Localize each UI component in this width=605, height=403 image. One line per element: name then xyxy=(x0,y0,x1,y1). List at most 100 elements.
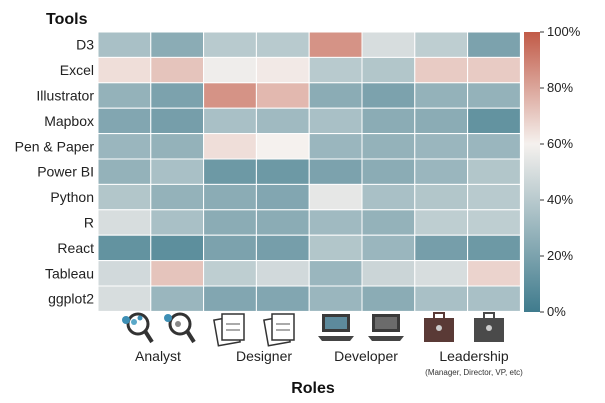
heatmap-cell xyxy=(255,133,310,160)
heatmap-cell xyxy=(255,31,310,58)
heatmap-cell xyxy=(414,234,469,262)
row-label: R xyxy=(84,215,94,231)
heatmap-cell xyxy=(308,209,363,236)
heatmap-cell xyxy=(467,260,521,287)
heatmap-cell xyxy=(203,107,257,135)
heatmap-cell xyxy=(150,56,205,84)
row-label: Tableau xyxy=(45,265,94,281)
heatmap-cell xyxy=(414,56,469,84)
heatmap-cell xyxy=(255,209,310,236)
heatmap-cell xyxy=(203,133,257,160)
role-label: Developer xyxy=(334,348,398,364)
x-axis-title: Roles xyxy=(291,380,335,397)
heatmap-cell xyxy=(150,133,205,160)
heatmap-cell xyxy=(203,31,257,58)
notepad-icon xyxy=(263,313,295,347)
heatmap-cell xyxy=(414,107,469,135)
heatmap-cell xyxy=(467,158,521,185)
heatmap-cell xyxy=(308,183,363,211)
heatmap-cell xyxy=(361,158,416,185)
heatmap-cell xyxy=(203,82,257,109)
colorbar-tick-label: 20% xyxy=(547,248,573,263)
magnifier-icon xyxy=(122,312,154,344)
heatmap-cell xyxy=(414,260,469,287)
heatmap-cell xyxy=(97,133,152,160)
heatmap-cell xyxy=(97,285,152,312)
heatmap-cell xyxy=(255,234,310,262)
heatmap-cell xyxy=(97,209,152,236)
heatmap-cell xyxy=(467,107,521,135)
heatmap-cell xyxy=(308,82,363,109)
heatmap-cell xyxy=(308,285,363,312)
role-label: Analyst xyxy=(135,348,181,364)
heatmap-cell xyxy=(203,158,257,185)
row-label: Power BI xyxy=(37,164,94,180)
colorbar-ticks: 0% 20% 40% 60% 80% 100% xyxy=(540,24,581,319)
row-label: ggplot2 xyxy=(48,291,94,307)
colorbar-tick-label: 80% xyxy=(547,80,573,95)
colorbar-tick-label: 40% xyxy=(547,192,573,207)
heatmap-cell xyxy=(361,260,416,287)
heatmap-cell xyxy=(97,31,152,58)
heatmap-cell xyxy=(467,183,521,211)
heatmap-cell xyxy=(414,82,469,109)
heatmap-cell xyxy=(255,285,310,312)
heatmap-cells xyxy=(97,31,521,312)
heatmap-cell xyxy=(203,183,257,211)
heatmap-cell xyxy=(97,260,152,287)
heatmap-cell xyxy=(361,234,416,262)
heatmap-cell xyxy=(361,107,416,135)
heatmap-cell xyxy=(150,234,205,262)
row-label: React xyxy=(57,240,94,256)
heatmap-cell xyxy=(97,158,152,185)
row-label: Illustrator xyxy=(36,88,94,104)
heatmap-cell xyxy=(97,56,152,84)
heatmap-cell xyxy=(150,285,205,312)
heatmap-cell xyxy=(308,31,363,58)
heatmap-cell xyxy=(414,183,469,211)
heatmap-cell xyxy=(255,183,310,211)
heatmap-cell xyxy=(467,234,521,262)
heatmap-cell xyxy=(255,158,310,185)
role-labels: Analyst Designer Developer Leadership (Manag… xyxy=(135,348,523,377)
row-labels: D3 Excel Illustrator Mapbox Pen & Paper Power… xyxy=(15,37,95,307)
heatmap-cell xyxy=(467,56,521,84)
colorbar-tick-label: 0% xyxy=(547,304,566,319)
row-label: Pen & Paper xyxy=(15,138,95,154)
heatmap-cell xyxy=(361,82,416,109)
heatmap-cell xyxy=(361,183,416,211)
briefcase-icon xyxy=(424,312,454,342)
laptop-icon xyxy=(368,314,404,341)
colorbar xyxy=(524,32,540,312)
heatmap-cell xyxy=(361,56,416,84)
heatmap-cell xyxy=(150,82,205,109)
heatmap-cell xyxy=(255,107,310,135)
row-label: Python xyxy=(50,189,94,205)
colorbar-tick-label: 60% xyxy=(547,136,573,151)
notepad-icon xyxy=(213,313,245,347)
heatmap-cell xyxy=(414,31,469,58)
heatmap-cell xyxy=(361,133,416,160)
colorbar-tick-label: 100% xyxy=(547,24,581,39)
role-label: Designer xyxy=(236,348,292,364)
heatmap-cell xyxy=(308,234,363,262)
heatmap-cell xyxy=(308,107,363,135)
heatmap-cell xyxy=(361,209,416,236)
heatmap-cell xyxy=(308,158,363,185)
heatmap-cell xyxy=(467,209,521,236)
heatmap-cell xyxy=(203,209,257,236)
heatmap-cell xyxy=(414,133,469,160)
heatmap-cell xyxy=(203,260,257,287)
row-label: Mapbox xyxy=(44,113,94,129)
heatmap-cell xyxy=(361,285,416,312)
heatmap-cell xyxy=(414,285,469,312)
role-sublabel: (Manager, Director, VP, etc) xyxy=(425,368,523,377)
heatmap-cell xyxy=(467,285,521,312)
heatmap-cell xyxy=(150,107,205,135)
heatmap-cell xyxy=(150,183,205,211)
heatmap-cell xyxy=(308,260,363,287)
heatmap-cell xyxy=(414,158,469,185)
heatmap-cell xyxy=(467,133,521,160)
heatmap-cell xyxy=(255,56,310,84)
